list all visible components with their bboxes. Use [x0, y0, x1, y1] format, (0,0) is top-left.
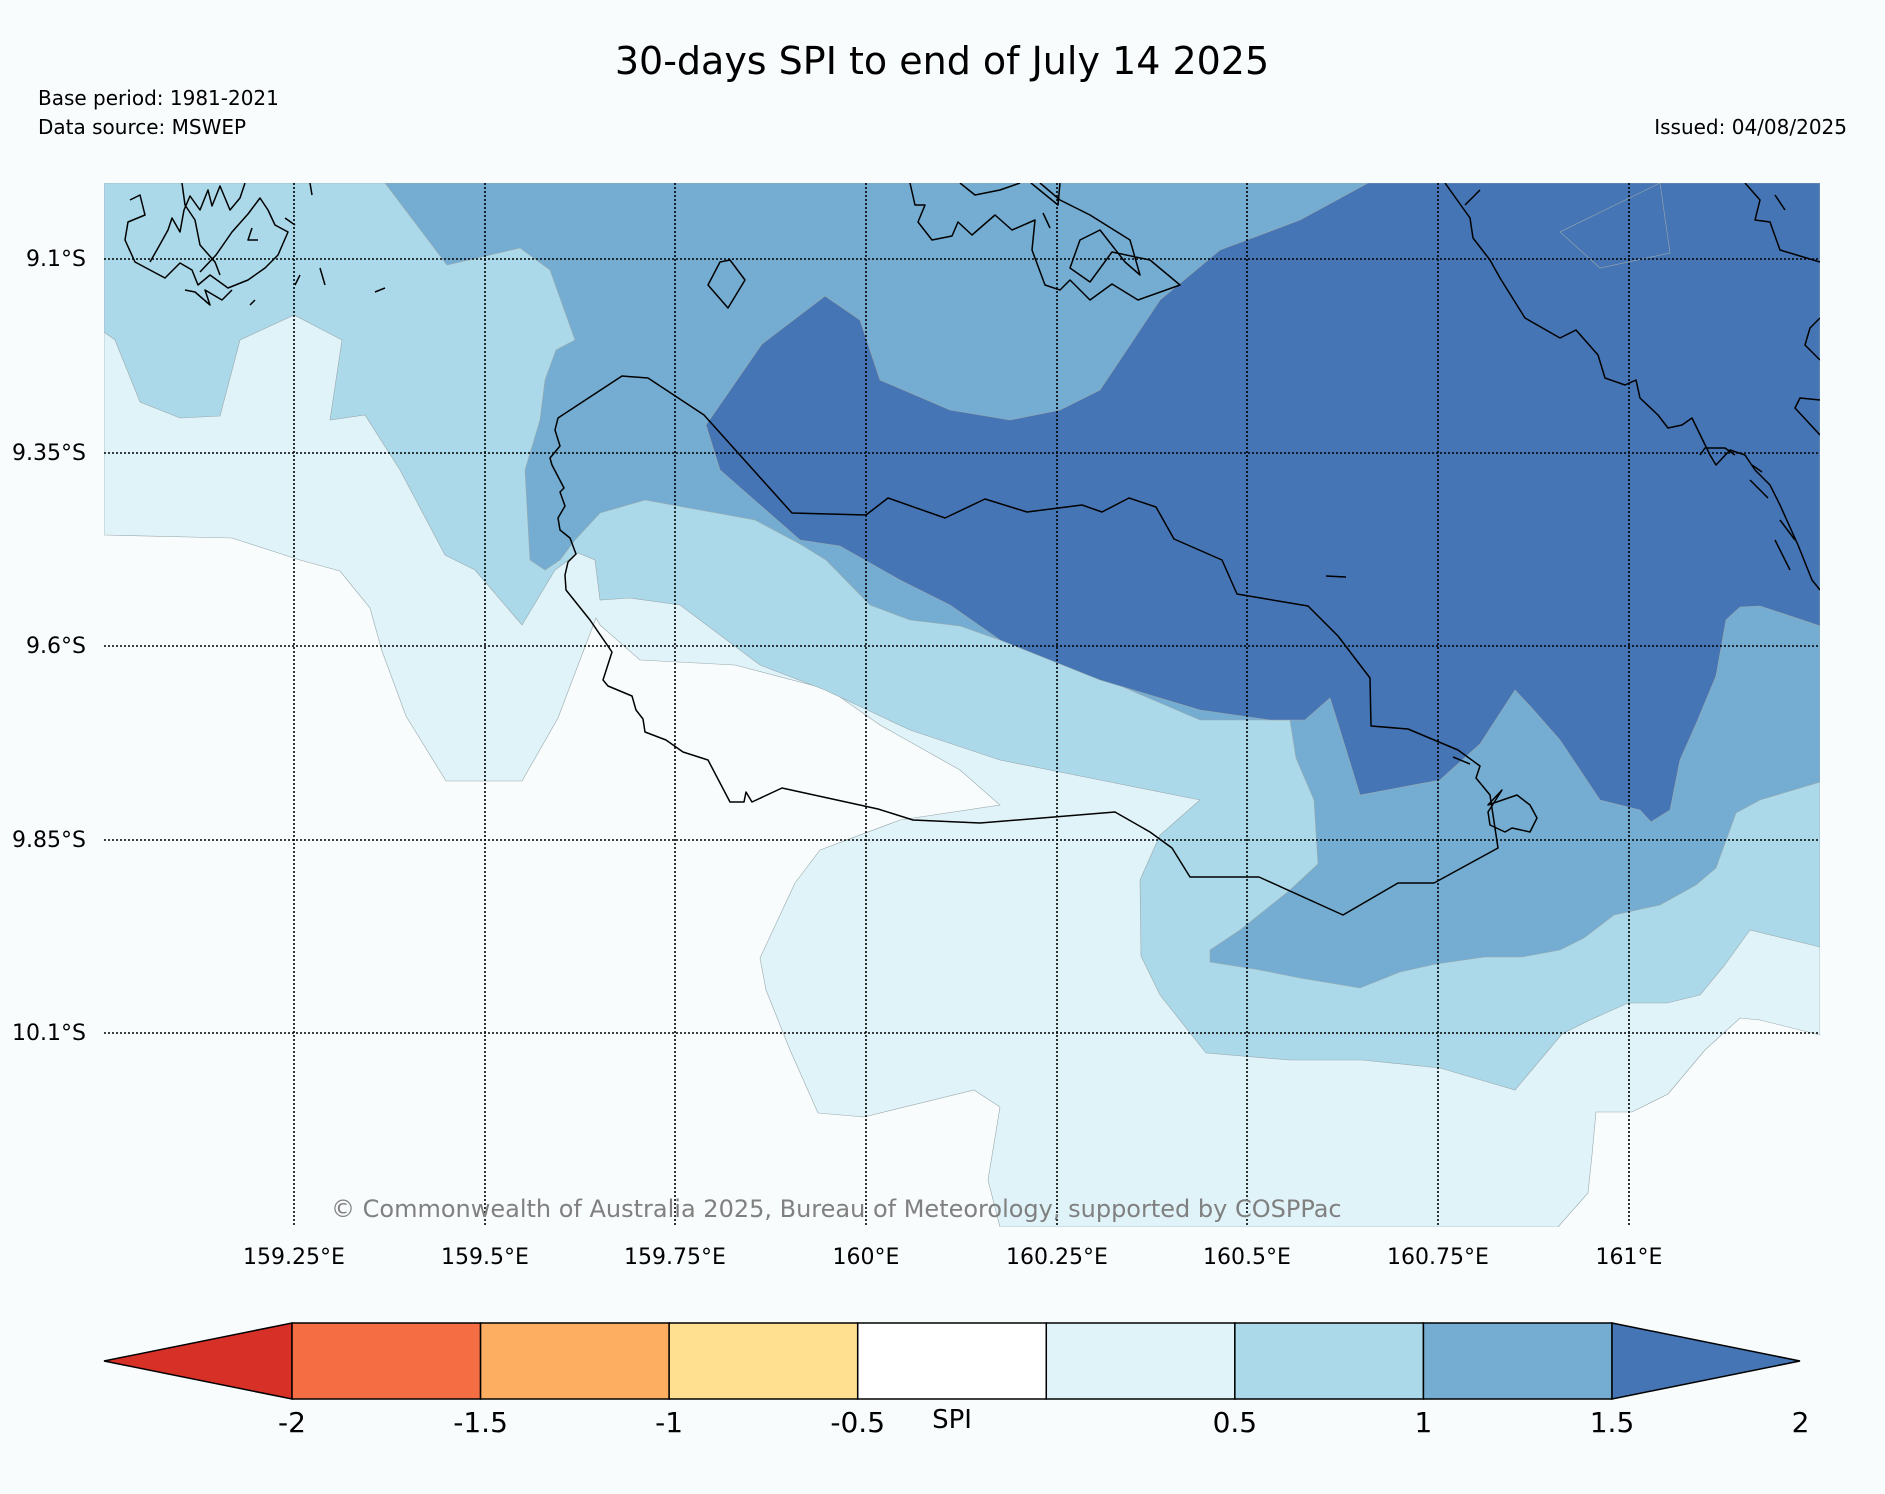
- coastline-malaita-north: [1744, 183, 1820, 473]
- coastline-islet-east2: [1452, 756, 1471, 765]
- colorbar-tick-label: -1.5: [453, 1406, 508, 1439]
- colorbar-tick-label: 1: [1415, 1406, 1433, 1439]
- coastline-russell-islands: [124, 183, 386, 306]
- lat-label: 9.35°S: [12, 441, 86, 466]
- colorbar-tick-label: -1: [655, 1406, 683, 1439]
- colorbar-extend-low: [103, 1322, 293, 1400]
- copyright-notice: © Commonwealth of Australia 2025, Bureau…: [331, 1195, 1342, 1223]
- colorbar: -2 -1.5 -1 -0.5 0.5 1 1.5 2: [103, 1322, 1810, 1439]
- colorbar-swatch: [1422, 1322, 1613, 1400]
- issued-date-text: Issued: 04/08/2025: [1654, 115, 1847, 139]
- coastline-islet-east: [1487, 789, 1538, 833]
- data-source-text: Data source: MSWEP: [38, 115, 246, 139]
- colorbar-tick-label: 2: [1792, 1406, 1810, 1439]
- colorbar-swatch: [291, 1322, 482, 1400]
- map-panel: [104, 183, 1820, 1227]
- colorbar-swatch: [668, 1322, 859, 1400]
- colorbar-swatch: [1234, 1322, 1425, 1400]
- lon-label: 160.25°E: [1006, 1245, 1108, 1270]
- lon-label: 159.75°E: [624, 1245, 726, 1270]
- lon-label: 161°E: [1596, 1245, 1663, 1270]
- lon-label: 160.75°E: [1387, 1245, 1489, 1270]
- colorbar-label: SPI: [932, 1405, 972, 1435]
- lat-label: 9.85°S: [12, 828, 86, 853]
- colorbar-swatch: [1045, 1322, 1236, 1400]
- lon-label: 159.25°E: [243, 1245, 345, 1270]
- colorbar-swatch: [479, 1322, 670, 1400]
- colorbar-tick-label: -0.5: [830, 1406, 885, 1439]
- coastline-guadalcanal: [549, 375, 1499, 916]
- coastline-islet-small: [1325, 575, 1347, 578]
- coastline-savo-island: [707, 259, 746, 309]
- coastlines: [124, 183, 1820, 916]
- colorbar-swatch: [856, 1322, 1048, 1400]
- colorbar-tick-label: -2: [278, 1406, 306, 1439]
- colorbar-tick-label: 0.5: [1213, 1406, 1258, 1439]
- lon-label: 160°E: [833, 1245, 900, 1270]
- map-title: 30-days SPI to end of July 14 2025: [615, 39, 1269, 83]
- graticule-lines: [104, 183, 1820, 1227]
- lon-label: 159.5°E: [441, 1245, 529, 1270]
- longitude-labels: 159.25°E 159.5°E 159.75°E 160°E 160.25°E…: [243, 1245, 1662, 1270]
- lon-label: 160.5°E: [1203, 1245, 1291, 1270]
- coastline-florida-islands: [909, 183, 1181, 301]
- lat-label: 10.1°S: [12, 1021, 86, 1046]
- spi-contour-above-2: [705, 183, 1820, 823]
- lat-label: 9.1°S: [26, 247, 86, 272]
- lat-label: 9.6°S: [26, 634, 86, 659]
- colorbar-tick-label: 1.5: [1590, 1406, 1635, 1439]
- base-period-text: Base period: 1981-2021: [38, 86, 279, 110]
- latitude-labels: 9.1°S 9.35°S 9.6°S 9.85°S 10.1°S: [12, 247, 86, 1046]
- coastline-malaita: [1444, 183, 1820, 591]
- colorbar-extend-high: [1611, 1322, 1801, 1400]
